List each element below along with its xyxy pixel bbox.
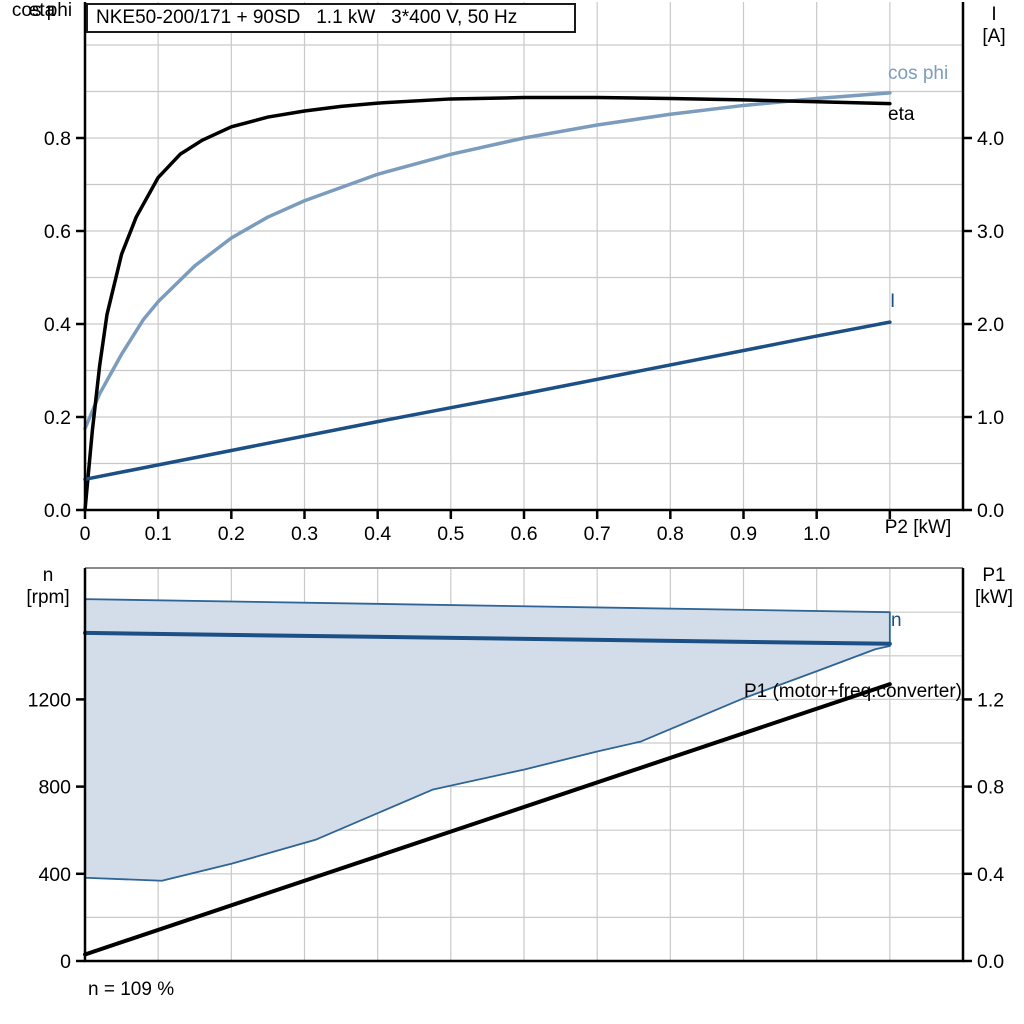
tick-label-x: 0.6 [510,523,537,545]
curve-label-cos-phi: cos phi [888,63,949,84]
curve-label-eta: eta [888,104,915,125]
tick-label-x: 0.7 [584,523,611,545]
tick-label-x: 0.2 [218,523,245,545]
tick-label-left: 0.4 [44,314,71,336]
curve-label-p1: P1 (motor+freq.converter) [743,681,962,702]
top-right-axis-title-line1: I [991,4,997,25]
tick-label-right: 0.0 [977,951,1004,973]
curve-label-current: I [890,291,896,312]
series-current [83,320,892,482]
speed-control-band [84,598,891,882]
speed-footnote: n = 109 % [88,979,175,1000]
tick-label-x: 0.4 [364,523,391,545]
tick-label-right: 0.0 [977,500,1004,522]
tick-label-x: 0.3 [291,523,318,545]
tick-label-right: 4.0 [977,128,1004,150]
tick-label-x: 0.9 [730,523,757,545]
series-n [83,630,892,646]
chart-title: NKE50-200/171 + 90SD 1.1 kW 3*400 V, 50 … [96,7,518,28]
bottom-right-axis-title-line2: [kW] [975,587,1013,608]
bottom-left-axis-title-line1: n [42,565,54,586]
tick-label-left: 0.8 [44,128,71,150]
tick-label-x: 0 [80,523,91,545]
tick-label-left: 0.0 [44,500,71,522]
tick-label-x: 0.1 [145,523,172,545]
tick-label-left: 1200 [28,689,72,711]
tick-label-x: 0.8 [657,523,684,545]
series-eta [83,95,892,512]
tick-label-left: 800 [38,777,71,799]
bottom-right-axis-title-line1: P1 [982,565,1006,586]
chart-title-box: NKE50-200/171 + 90SD 1.1 kW 3*400 V, 50 … [86,3,576,33]
x-axis-title: P2 [kW] [884,517,952,538]
bottom-left-axis-title-line2: [rpm] [26,587,70,608]
tick-label-right: 0.8 [977,777,1004,799]
tick-label-right: 3.0 [977,221,1004,243]
tick-label-right: 1.2 [977,689,1004,711]
tick-label-right: 1.0 [977,407,1004,429]
top-left-axis-title-line1: cos phi [11,0,73,21]
series-cos-phi [83,91,892,431]
tick-label-x: 1.0 [803,523,830,545]
tick-label-right: 2.0 [977,314,1004,336]
curve-label-n: n [891,610,902,631]
series-p1 [83,682,892,957]
tick-label-left: 0.2 [44,407,71,429]
tick-label-right: 0.4 [977,864,1004,886]
tick-label-left: 400 [38,864,71,886]
tick-label-left: 0.6 [44,221,71,243]
top-left-axis-title-line2: eta [28,0,56,21]
tick-label-x: 0.5 [437,523,464,545]
tick-label-left: 0 [60,951,71,973]
top-right-axis-title-line2: [A] [982,26,1006,47]
